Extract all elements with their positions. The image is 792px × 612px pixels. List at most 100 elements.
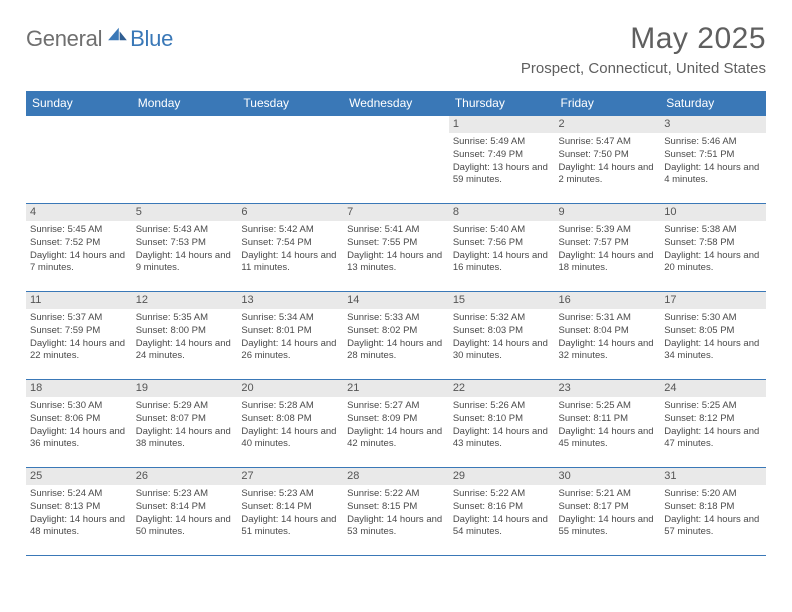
brand-logo: General Blue xyxy=(26,22,173,52)
day-number: 4 xyxy=(26,204,132,221)
daylight-line: Daylight: 14 hours and 20 minutes. xyxy=(664,250,761,276)
day-number: 12 xyxy=(132,292,238,309)
calendar-cell: 8Sunrise: 5:40 AMSunset: 7:56 PMDaylight… xyxy=(449,204,555,292)
calendar-cell: 4Sunrise: 5:45 AMSunset: 7:52 PMDaylight… xyxy=(26,204,132,292)
calendar-cell: 11Sunrise: 5:37 AMSunset: 7:59 PMDayligh… xyxy=(26,292,132,380)
sunrise-line: Sunrise: 5:25 AM xyxy=(664,400,761,413)
sunset-line: Sunset: 7:55 PM xyxy=(347,237,444,250)
sunrise-line: Sunrise: 5:26 AM xyxy=(453,400,550,413)
day-details: Sunrise: 5:38 AMSunset: 7:58 PMDaylight:… xyxy=(660,221,766,279)
daylight-line: Daylight: 14 hours and 18 minutes. xyxy=(559,250,656,276)
daylight-line: Daylight: 14 hours and 38 minutes. xyxy=(136,426,233,452)
daylight-line: Daylight: 14 hours and 45 minutes. xyxy=(559,426,656,452)
calendar-cell: 13Sunrise: 5:34 AMSunset: 8:01 PMDayligh… xyxy=(237,292,343,380)
calendar-cell: 18Sunrise: 5:30 AMSunset: 8:06 PMDayligh… xyxy=(26,380,132,468)
day-details: Sunrise: 5:20 AMSunset: 8:18 PMDaylight:… xyxy=(660,485,766,543)
day-details: Sunrise: 5:30 AMSunset: 8:06 PMDaylight:… xyxy=(26,397,132,455)
day-details: Sunrise: 5:35 AMSunset: 8:00 PMDaylight:… xyxy=(132,309,238,367)
sunset-line: Sunset: 7:57 PM xyxy=(559,237,656,250)
daylight-line: Daylight: 14 hours and 42 minutes. xyxy=(347,426,444,452)
calendar-cell: 29Sunrise: 5:22 AMSunset: 8:16 PMDayligh… xyxy=(449,468,555,556)
sunrise-line: Sunrise: 5:22 AM xyxy=(453,488,550,501)
sunset-line: Sunset: 8:14 PM xyxy=(241,501,338,514)
day-number: 26 xyxy=(132,468,238,485)
day-number: 3 xyxy=(660,116,766,133)
sunrise-line: Sunrise: 5:25 AM xyxy=(559,400,656,413)
day-details: Sunrise: 5:30 AMSunset: 8:05 PMDaylight:… xyxy=(660,309,766,367)
sunset-line: Sunset: 8:13 PM xyxy=(30,501,127,514)
brand-part2: Blue xyxy=(130,26,173,52)
calendar-cell: 20Sunrise: 5:28 AMSunset: 8:08 PMDayligh… xyxy=(237,380,343,468)
day-details: Sunrise: 5:26 AMSunset: 8:10 PMDaylight:… xyxy=(449,397,555,455)
day-number: 19 xyxy=(132,380,238,397)
day-number: 17 xyxy=(660,292,766,309)
calendar-week: 1Sunrise: 5:49 AMSunset: 7:49 PMDaylight… xyxy=(26,116,766,204)
daylight-line: Daylight: 13 hours and 59 minutes. xyxy=(453,162,550,188)
day-number: 6 xyxy=(237,204,343,221)
daylight-line: Daylight: 14 hours and 54 minutes. xyxy=(453,514,550,540)
sunset-line: Sunset: 7:58 PM xyxy=(664,237,761,250)
sunrise-line: Sunrise: 5:20 AM xyxy=(664,488,761,501)
sunset-line: Sunset: 7:54 PM xyxy=(241,237,338,250)
day-number: 8 xyxy=(449,204,555,221)
day-number: 25 xyxy=(26,468,132,485)
month-title: May 2025 xyxy=(521,22,766,56)
sunset-line: Sunset: 8:04 PM xyxy=(559,325,656,338)
daylight-line: Daylight: 14 hours and 4 minutes. xyxy=(664,162,761,188)
calendar-cell: 1Sunrise: 5:49 AMSunset: 7:49 PMDaylight… xyxy=(449,116,555,204)
daylight-line: Daylight: 14 hours and 43 minutes. xyxy=(453,426,550,452)
sunset-line: Sunset: 8:08 PM xyxy=(241,413,338,426)
day-details: Sunrise: 5:40 AMSunset: 7:56 PMDaylight:… xyxy=(449,221,555,279)
title-block: May 2025 Prospect, Connecticut, United S… xyxy=(521,22,766,77)
day-number: 29 xyxy=(449,468,555,485)
daylight-line: Daylight: 14 hours and 36 minutes. xyxy=(30,426,127,452)
sunrise-line: Sunrise: 5:47 AM xyxy=(559,136,656,149)
sunrise-line: Sunrise: 5:30 AM xyxy=(664,312,761,325)
sunset-line: Sunset: 8:10 PM xyxy=(453,413,550,426)
calendar-body: 1Sunrise: 5:49 AMSunset: 7:49 PMDaylight… xyxy=(26,116,766,556)
calendar-table: Sunday Monday Tuesday Wednesday Thursday… xyxy=(26,91,766,556)
day-number: 27 xyxy=(237,468,343,485)
day-number: 22 xyxy=(449,380,555,397)
sunset-line: Sunset: 7:59 PM xyxy=(30,325,127,338)
sunset-line: Sunset: 8:03 PM xyxy=(453,325,550,338)
sunset-line: Sunset: 8:14 PM xyxy=(136,501,233,514)
day-details: Sunrise: 5:22 AMSunset: 8:15 PMDaylight:… xyxy=(343,485,449,543)
sunset-line: Sunset: 8:12 PM xyxy=(664,413,761,426)
weekday-header: Thursday xyxy=(449,91,555,116)
sunset-line: Sunset: 8:09 PM xyxy=(347,413,444,426)
calendar-cell: 6Sunrise: 5:42 AMSunset: 7:54 PMDaylight… xyxy=(237,204,343,292)
day-details: Sunrise: 5:23 AMSunset: 8:14 PMDaylight:… xyxy=(237,485,343,543)
calendar-cell: 25Sunrise: 5:24 AMSunset: 8:13 PMDayligh… xyxy=(26,468,132,556)
calendar-cell: 27Sunrise: 5:23 AMSunset: 8:14 PMDayligh… xyxy=(237,468,343,556)
calendar-cell: 22Sunrise: 5:26 AMSunset: 8:10 PMDayligh… xyxy=(449,380,555,468)
day-number: 7 xyxy=(343,204,449,221)
day-details: Sunrise: 5:43 AMSunset: 7:53 PMDaylight:… xyxy=(132,221,238,279)
weekday-header: Monday xyxy=(132,91,238,116)
daylight-line: Daylight: 14 hours and 40 minutes. xyxy=(241,426,338,452)
day-number: 30 xyxy=(555,468,661,485)
sunset-line: Sunset: 8:15 PM xyxy=(347,501,444,514)
calendar-page: General Blue May 2025 Prospect, Connecti… xyxy=(0,0,792,556)
sunset-line: Sunset: 7:50 PM xyxy=(559,149,656,162)
sunrise-line: Sunrise: 5:29 AM xyxy=(136,400,233,413)
calendar-cell: 23Sunrise: 5:25 AMSunset: 8:11 PMDayligh… xyxy=(555,380,661,468)
sunset-line: Sunset: 7:56 PM xyxy=(453,237,550,250)
day-details: Sunrise: 5:25 AMSunset: 8:12 PMDaylight:… xyxy=(660,397,766,455)
weekday-header: Saturday xyxy=(660,91,766,116)
location-line: Prospect, Connecticut, United States xyxy=(521,60,766,77)
day-details: Sunrise: 5:23 AMSunset: 8:14 PMDaylight:… xyxy=(132,485,238,543)
calendar-cell: 17Sunrise: 5:30 AMSunset: 8:05 PMDayligh… xyxy=(660,292,766,380)
day-details: Sunrise: 5:41 AMSunset: 7:55 PMDaylight:… xyxy=(343,221,449,279)
daylight-line: Daylight: 14 hours and 34 minutes. xyxy=(664,338,761,364)
sunset-line: Sunset: 8:01 PM xyxy=(241,325,338,338)
sunset-line: Sunset: 8:11 PM xyxy=(559,413,656,426)
day-number: 13 xyxy=(237,292,343,309)
sunrise-line: Sunrise: 5:24 AM xyxy=(30,488,127,501)
sunrise-line: Sunrise: 5:22 AM xyxy=(347,488,444,501)
day-number: 5 xyxy=(132,204,238,221)
day-details: Sunrise: 5:32 AMSunset: 8:03 PMDaylight:… xyxy=(449,309,555,367)
calendar-cell: 28Sunrise: 5:22 AMSunset: 8:15 PMDayligh… xyxy=(343,468,449,556)
sunrise-line: Sunrise: 5:34 AM xyxy=(241,312,338,325)
calendar-week: 11Sunrise: 5:37 AMSunset: 7:59 PMDayligh… xyxy=(26,292,766,380)
